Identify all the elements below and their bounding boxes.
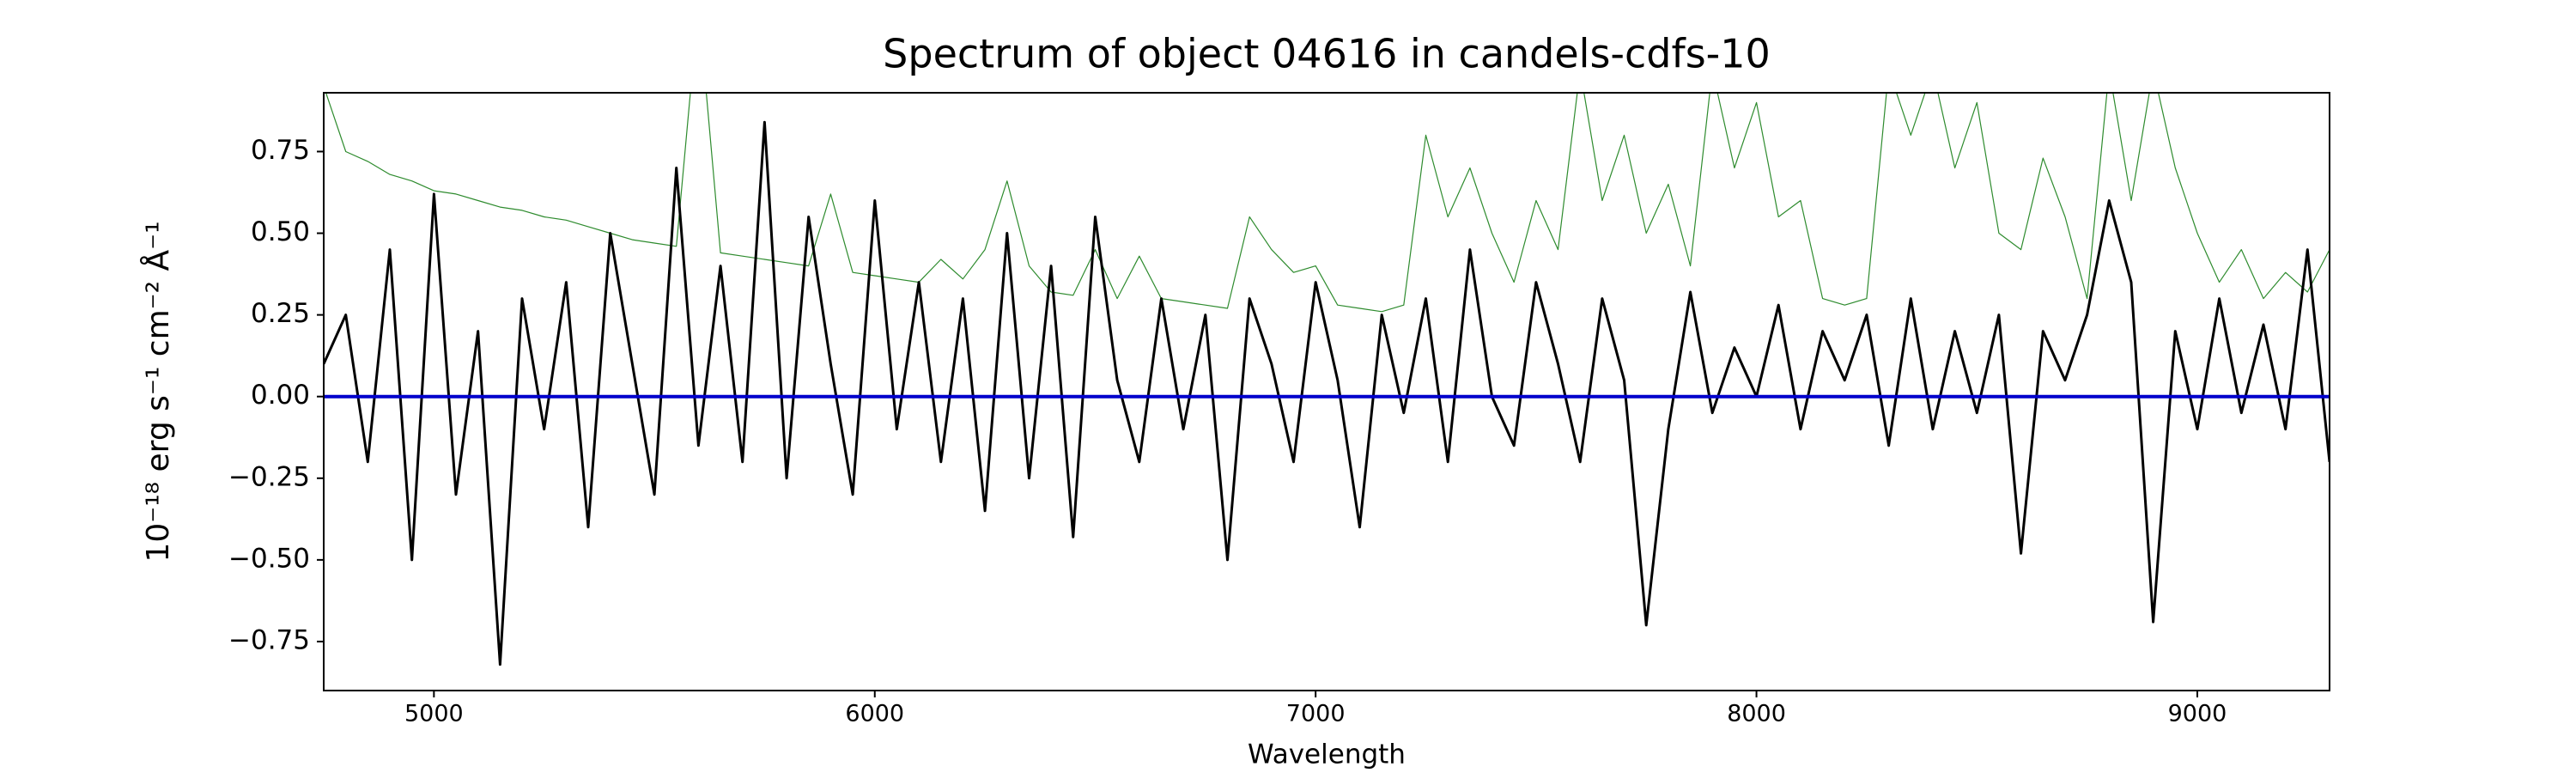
y-tick-label: 0.50: [251, 216, 310, 247]
y-tick-label: 0.00: [251, 380, 310, 411]
axes-frame: [323, 92, 2330, 691]
x-tick-label: 6000: [845, 701, 904, 727]
chart-title: Spectrum of object 04616 in candels-cdfs…: [883, 31, 1771, 77]
y-tick-label: 0.75: [251, 135, 310, 166]
x-tick-label: 5000: [404, 701, 464, 727]
y-tick-label: −0.75: [228, 624, 310, 655]
y-tick-label: −0.50: [228, 543, 310, 574]
plot-area: [324, 93, 2330, 666]
x-tick-label: 7000: [1286, 701, 1346, 727]
spectrum-line: [325, 93, 2330, 313]
spectrum-line: [324, 120, 2330, 666]
x-tick-label: 9000: [2168, 701, 2227, 727]
y-tick-label: −0.25: [228, 461, 310, 492]
x-axis-label: Wavelength: [1248, 740, 1406, 770]
y-tick-label: 0.25: [251, 298, 310, 329]
x-tick-label: 8000: [1727, 701, 1786, 727]
y-axis-label: 10⁻¹⁸ erg s⁻¹ cm⁻² Å⁻¹: [139, 221, 176, 562]
